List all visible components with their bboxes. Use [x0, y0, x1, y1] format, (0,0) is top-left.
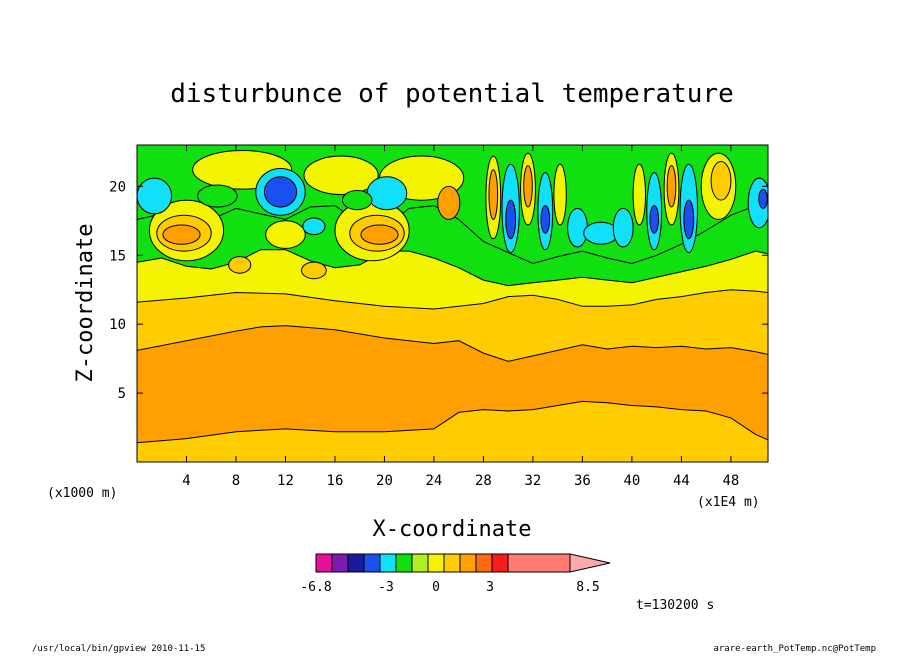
colorbar-swatch [427, 553, 445, 573]
contour-cell [683, 199, 695, 240]
x-tick-label: 40 [623, 473, 640, 489]
contour-cell [505, 199, 517, 240]
plot-area [137, 145, 768, 462]
x-tick-label: 24 [426, 473, 443, 489]
colorbar-swatch [347, 553, 365, 573]
y-tick-label: 20 [109, 179, 126, 195]
colorbar-max-arrow [569, 553, 611, 573]
contour-cell [302, 217, 326, 236]
time-label: t=130200 s [636, 598, 714, 613]
x-tick-label: 8 [232, 473, 240, 489]
contour-cell [162, 224, 201, 245]
colorbar-swatch [315, 553, 333, 573]
contour-cell [263, 176, 298, 208]
y-tick-label: 5 [118, 386, 126, 402]
footer-right: arare-earth_PotTemp.nc@PotTemp [713, 644, 876, 654]
colorbar-label: 3 [486, 580, 494, 595]
colorbar-swatch [475, 553, 493, 573]
contour-cell [567, 207, 588, 248]
x-tick-label: 48 [722, 473, 739, 489]
contour-cell [523, 165, 533, 208]
colorbar-swatch [507, 553, 571, 573]
contour-cell [303, 155, 379, 196]
contour-cell [197, 184, 238, 208]
x-tick-label: 16 [327, 473, 344, 489]
colorbar-swatch [331, 553, 349, 573]
colorbar [315, 553, 611, 573]
contour-cell [341, 190, 373, 211]
y-axis-label: Z-coordinate [73, 224, 98, 383]
contour-cell [666, 165, 677, 208]
colorbar-swatch [395, 553, 413, 573]
colorbar-swatch [411, 553, 429, 573]
colorbar-label: 0 [432, 580, 440, 595]
y-axis: 5 10 15 20 [109, 179, 768, 402]
contour-cell [228, 256, 252, 274]
contour-cell [540, 205, 551, 234]
x-tick-label: 4 [182, 473, 190, 489]
contour-cell [612, 207, 634, 248]
contour-cell [366, 176, 408, 211]
colorbar-swatch [443, 553, 461, 573]
colorbar-swatch [491, 553, 509, 573]
x-tick-label: 20 [376, 473, 393, 489]
contour-cell [437, 185, 461, 220]
colorbar-label: -6.8 [300, 580, 331, 595]
contour-cell [488, 169, 499, 220]
contour-cell [553, 163, 567, 226]
colorbar-swatch [363, 553, 381, 573]
contour-cell [632, 163, 646, 226]
x-tick-label: 28 [475, 473, 492, 489]
contour-cell [710, 161, 732, 201]
contour-cell [758, 188, 768, 209]
contour-cell [265, 220, 306, 249]
x-tick-label: 12 [277, 473, 294, 489]
contour-cell [137, 177, 173, 215]
x-tick-label: 32 [524, 473, 541, 489]
colorbar-label: 8.5 [576, 580, 599, 595]
y-tick-label: 10 [109, 317, 126, 333]
contour-cell [649, 205, 660, 234]
colorbar-label: -3 [378, 580, 394, 595]
y-unit-label: (x1000 m) [47, 486, 117, 501]
contour-band-lowest [137, 400, 768, 462]
colorbar-swatch [379, 553, 397, 573]
colorbar-labels: -6.8 -3 0 3 8.5 [300, 580, 599, 595]
x-unit-label: (x1E4 m) [697, 495, 760, 510]
x-tick-label: 44 [673, 473, 690, 489]
footer-left: /usr/local/bin/gpview 2010-11-15 [32, 644, 205, 654]
plot-frame [136, 144, 769, 463]
chart-title: disturbunce of potential temperature [170, 79, 734, 109]
x-axis: 4 8 12 16 20 24 28 32 36 40 44 48 [182, 145, 739, 489]
y-tick-label: 15 [109, 248, 126, 264]
contour-cell [360, 224, 399, 245]
x-tick-label: 36 [574, 473, 591, 489]
colorbar-swatch [459, 553, 477, 573]
x-axis-label: X-coordinate [373, 517, 532, 542]
contour-cell [301, 261, 327, 280]
